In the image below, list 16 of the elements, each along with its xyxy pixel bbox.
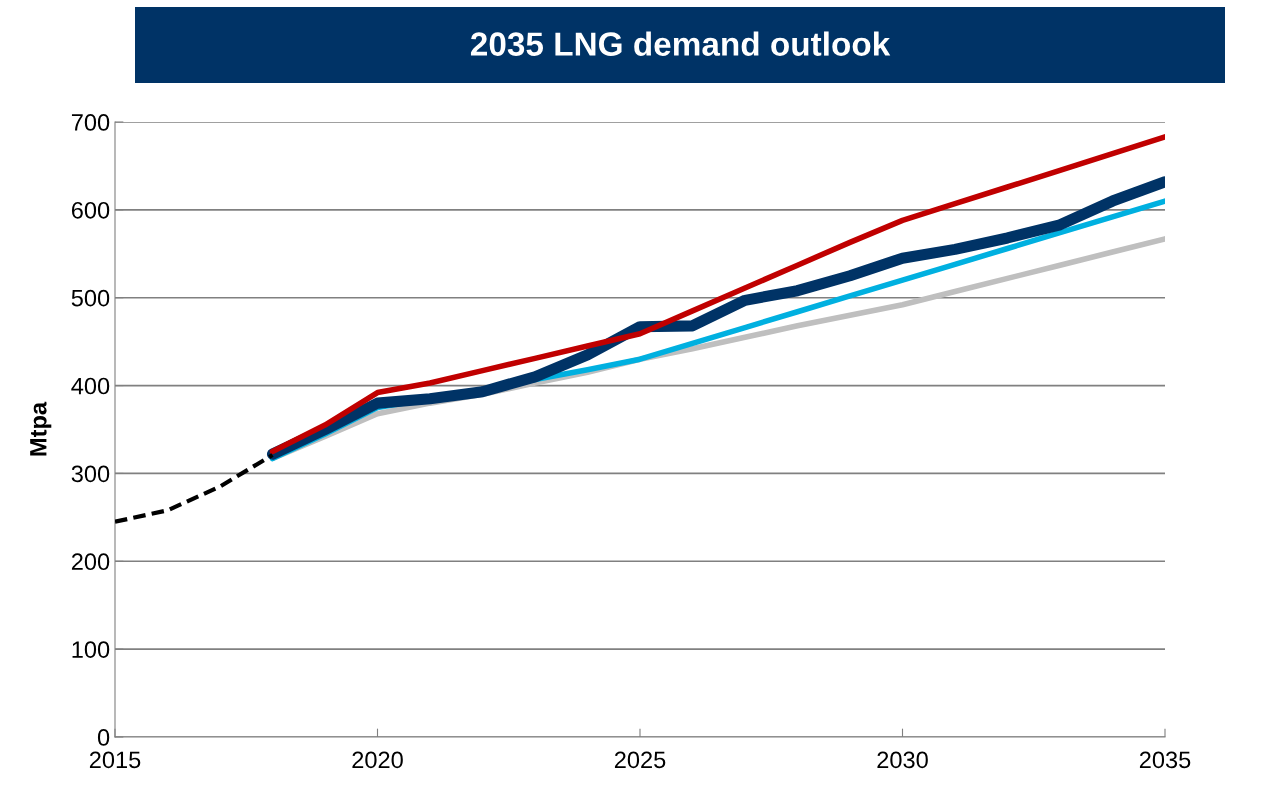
x-tick-label: 2035 [1139, 751, 1191, 769]
chart-title: 2035 LNG demand outlook [470, 31, 891, 56]
y-tick-label: 100 [72, 641, 110, 658]
x-tick-label: 2020 [352, 751, 403, 769]
y-tick-label: 300 [71, 465, 110, 483]
x-tick-label: 2030 [877, 751, 928, 769]
y-tick-label: 400 [71, 377, 110, 395]
y-tick-label: 200 [71, 553, 110, 571]
line-series [115, 452, 275, 524]
y-tick-label: 700 [71, 114, 110, 131]
y-axis-title: Mtpa [30, 401, 52, 456]
y-tick-label: 0 [97, 729, 110, 746]
x-tick-label: 2015 [89, 751, 141, 769]
x-tick-label: 2025 [614, 751, 666, 769]
y-tick-label: 600 [71, 201, 110, 219]
y-tick-label: 500 [71, 289, 110, 307]
